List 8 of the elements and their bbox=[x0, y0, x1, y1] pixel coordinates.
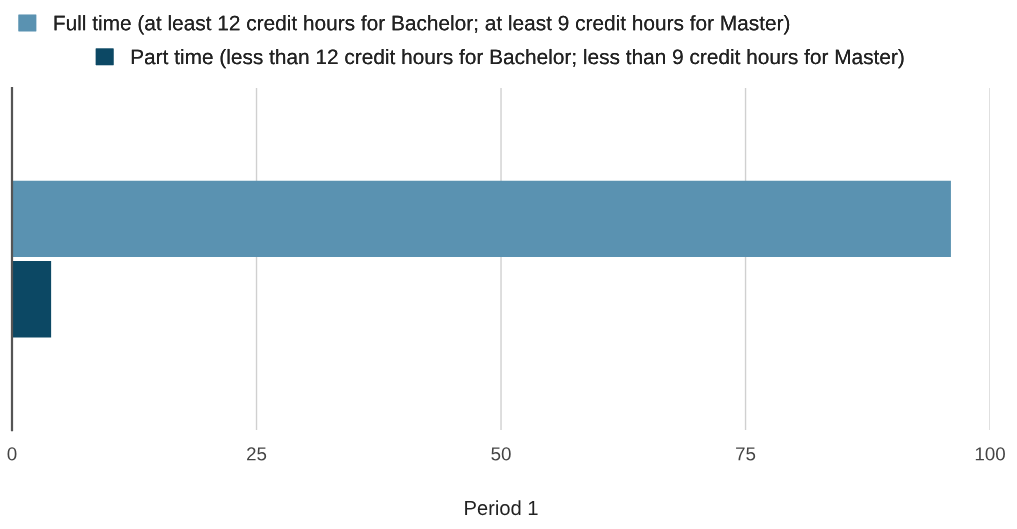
legend-label: Part time (less than 12 credit hours for Bachelor; less than 9 credit hours for Master) bbox=[131, 48, 904, 69]
legend-label: Full time (at least 12 credit hours for Bachelor; at least 9 credit hours for Master) bbox=[54, 15, 790, 35]
x-tick-label: 100 bbox=[975, 447, 1005, 461]
x-axis-title: Period 1 bbox=[465, 500, 538, 516]
x-tick-label: 0 bbox=[7, 447, 17, 461]
x-tick-label: 50 bbox=[491, 447, 511, 461]
x-tick-label: 25 bbox=[247, 447, 267, 461]
x-tick-label: 75 bbox=[736, 447, 756, 461]
